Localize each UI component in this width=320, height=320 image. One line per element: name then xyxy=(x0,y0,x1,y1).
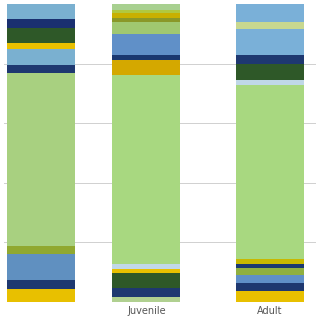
Bar xyxy=(236,64,304,80)
Bar xyxy=(112,268,180,273)
Bar xyxy=(112,4,180,10)
Bar xyxy=(7,73,75,246)
Bar xyxy=(112,22,180,34)
Bar xyxy=(236,259,304,264)
Bar xyxy=(7,43,75,49)
Bar xyxy=(112,10,180,13)
Bar xyxy=(236,80,304,85)
Bar xyxy=(7,246,75,254)
Bar xyxy=(236,85,304,259)
Bar xyxy=(7,19,75,28)
Bar xyxy=(7,49,75,65)
Bar xyxy=(236,275,304,283)
Bar xyxy=(236,264,304,268)
Bar xyxy=(112,273,180,288)
Bar xyxy=(112,297,180,302)
Bar xyxy=(236,29,304,55)
Bar xyxy=(112,75,180,264)
Bar xyxy=(236,55,304,64)
Bar xyxy=(236,283,304,291)
Bar xyxy=(7,289,75,302)
Bar xyxy=(112,264,180,268)
Bar xyxy=(112,18,180,22)
Bar xyxy=(236,21,304,29)
Bar xyxy=(112,34,180,55)
Bar xyxy=(112,55,180,60)
Bar xyxy=(7,254,75,280)
Bar xyxy=(7,65,75,73)
Bar xyxy=(236,291,304,302)
Bar xyxy=(7,280,75,289)
Bar xyxy=(112,13,180,18)
Bar xyxy=(7,4,75,19)
Bar xyxy=(112,60,180,75)
Bar xyxy=(7,28,75,43)
Bar xyxy=(112,288,180,297)
Bar xyxy=(236,4,304,21)
Bar xyxy=(236,268,304,275)
